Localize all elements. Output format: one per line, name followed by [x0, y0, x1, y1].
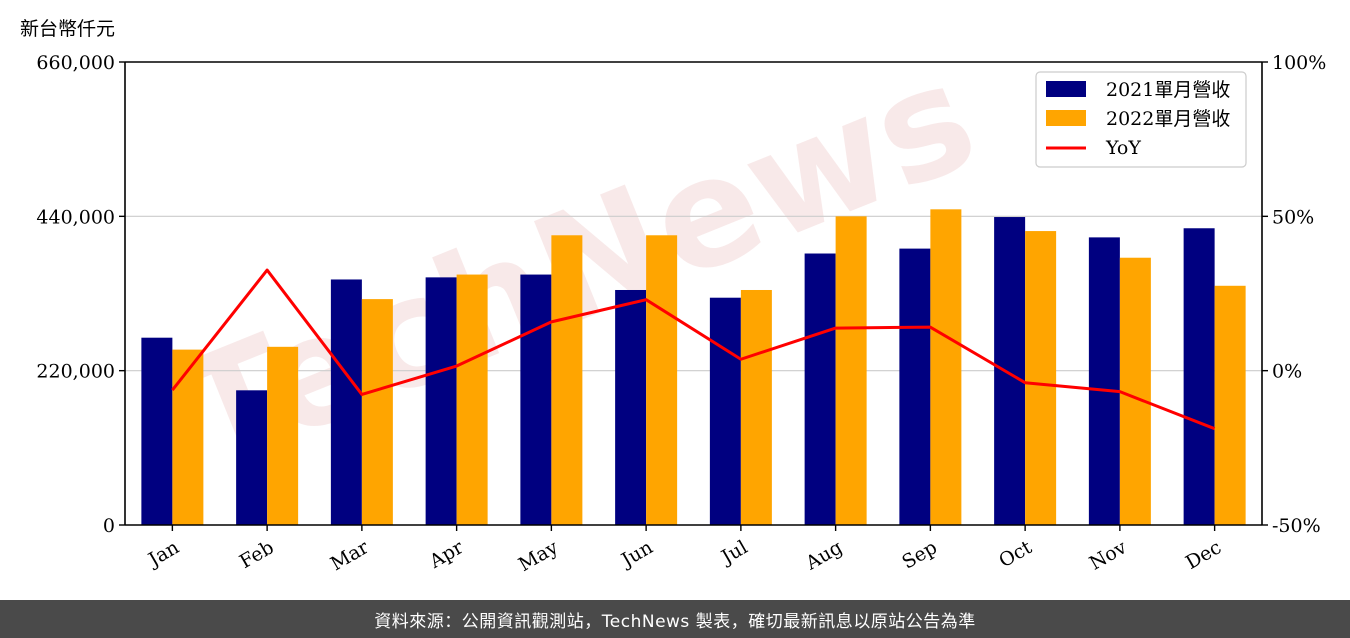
revenue-chart: TechNews0220,000440,000660,000-50%0%50%1… — [36, 29, 1326, 576]
x-tick-label-may: May — [515, 536, 562, 576]
x-tick-label-feb: Feb — [236, 536, 278, 573]
y-tick-label: 0 — [103, 515, 115, 537]
bar-2021-oct — [994, 217, 1026, 525]
x-tick-label-nov: Nov — [1086, 536, 1131, 575]
y-tick-label: 220,000 — [36, 361, 115, 383]
bar-2022-jan — [172, 349, 204, 525]
legend-swatch-2022 — [1046, 110, 1086, 126]
legend-box — [1035, 71, 1247, 168]
legend-label-2022: 2022單月營收 — [1106, 108, 1230, 130]
bar-2022-nov — [1119, 257, 1151, 525]
bar-2022-apr — [456, 274, 488, 525]
x-tick-label-mar: Mar — [327, 536, 373, 575]
bar-2022-oct — [1025, 231, 1057, 525]
bar-2021-nov — [1088, 237, 1120, 525]
legend-label-yoy: YoY — [1105, 137, 1141, 159]
bar-2021-sep — [899, 248, 931, 525]
bar-2022-may — [551, 235, 583, 526]
y2-tick-label: 0% — [1272, 361, 1302, 383]
bar-2022-mar — [361, 299, 393, 525]
x-tick-label-jan: Jan — [143, 536, 183, 572]
bar-2021-jun — [615, 289, 647, 525]
x-tick-label-oct: Oct — [995, 536, 1036, 572]
footer-text: 資料來源：公開資訊觀測站，TechNews 製表，確切最新訊息以原站公告為準 — [374, 611, 976, 632]
y-axis-unit-label: 新台幣仟元 — [20, 18, 116, 40]
bar-2022-jun — [646, 235, 678, 526]
bar-2021-may — [520, 274, 552, 525]
y2-tick-label: 100% — [1272, 52, 1326, 74]
x-tick-label-apr: Apr — [425, 536, 468, 573]
legend-label-2021: 2021單月營收 — [1106, 79, 1230, 101]
y2-tick-label: -50% — [1272, 515, 1321, 537]
x-tick-label-sep: Sep — [898, 536, 941, 573]
y-tick-label: 660,000 — [36, 52, 115, 74]
yoy-line — [171, 268, 1216, 431]
bar-2021-dec — [1183, 228, 1215, 525]
x-tick-label-jul: Jul — [716, 536, 751, 569]
x-tick-label-dec: Dec — [1182, 536, 1225, 574]
bar-2021-feb — [236, 390, 268, 525]
bar-2022-feb — [267, 346, 299, 525]
x-tick-label-aug: Aug — [801, 536, 846, 575]
legend: 2021單月營收 2022單月營收 YoY — [1035, 71, 1247, 168]
y2-tick-label: 50% — [1272, 206, 1314, 228]
bar-2022-dec — [1214, 285, 1246, 525]
x-tick-label-jun: Jun — [616, 536, 657, 572]
y-tick-label: 440,000 — [36, 206, 115, 228]
bar-2021-jul — [709, 297, 741, 525]
bar-2022-sep — [930, 209, 962, 525]
bar-2021-aug — [804, 253, 836, 525]
bar-2021-apr — [425, 277, 457, 525]
bar-2022-jul — [740, 289, 772, 525]
bar-2022-aug — [835, 216, 867, 526]
source-footer: 資料來源：公開資訊觀測站，TechNews 製表，確切最新訊息以原站公告為準 — [0, 600, 1350, 638]
bar-2021-jan — [141, 337, 173, 525]
bar-2021-mar — [330, 279, 362, 525]
legend-swatch-2021 — [1046, 81, 1086, 97]
